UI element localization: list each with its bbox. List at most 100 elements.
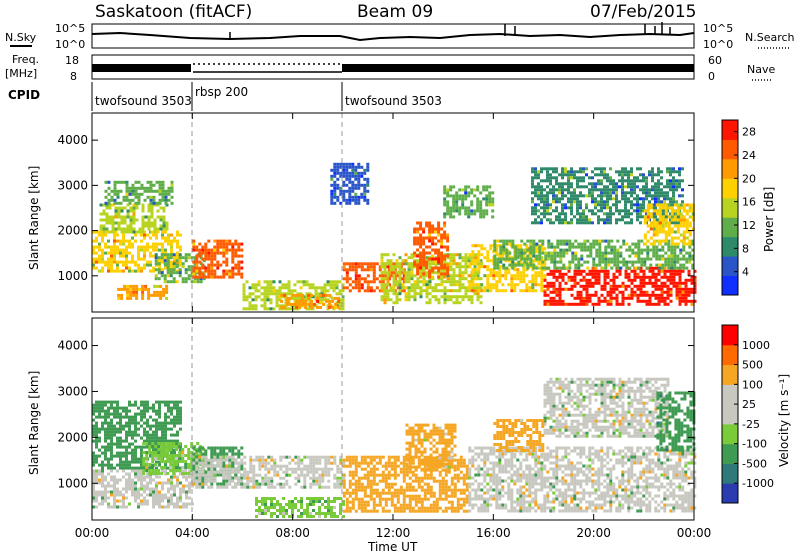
data-cell (147, 290, 151, 294)
data-cell (679, 203, 683, 207)
data-cell (402, 271, 406, 275)
data-cell (152, 505, 155, 509)
data-cell (434, 283, 438, 287)
data-cell (413, 283, 417, 287)
data-cell (558, 269, 562, 273)
data-cell (516, 271, 520, 275)
data-cell (169, 463, 173, 466)
data-cell (591, 185, 594, 189)
data-cell (195, 455, 199, 459)
data-cell (446, 269, 450, 273)
data-cell (191, 484, 194, 488)
data-cell (164, 436, 167, 440)
data-cell (143, 409, 146, 413)
data-cell (678, 194, 681, 198)
data-cell (383, 301, 387, 305)
data-cell (380, 262, 384, 266)
data-cell (167, 415, 170, 419)
data-cell (164, 195, 168, 199)
data-cell (287, 280, 291, 284)
data-cell (216, 452, 220, 456)
data-cell (155, 493, 158, 497)
data-cell (413, 289, 417, 293)
data-cell (129, 230, 133, 234)
data-cell (308, 283, 312, 287)
data-cell (461, 274, 465, 278)
data-cell (98, 490, 101, 494)
data-cell (416, 283, 420, 287)
data-cell (198, 269, 202, 273)
data-cell (150, 212, 154, 216)
data-cell (437, 298, 441, 302)
data-cell (167, 233, 170, 237)
data-cell (628, 254, 632, 258)
colorbar-frame (721, 119, 739, 296)
data-cell (582, 221, 585, 225)
data-cell (591, 191, 594, 195)
data-cell (685, 230, 689, 234)
data-cell (688, 224, 692, 228)
data-cell (116, 263, 119, 267)
data-cell (645, 194, 648, 198)
data-cell (561, 206, 564, 210)
data-cell (341, 298, 345, 302)
data-cell (163, 469, 167, 472)
data-cell (464, 256, 468, 260)
data-cell (555, 215, 558, 219)
data-cell (642, 188, 645, 192)
data-cell (691, 215, 695, 219)
data-cell (95, 239, 98, 243)
data-cell (125, 245, 128, 249)
data-cell (675, 221, 678, 225)
data-cell (137, 496, 140, 500)
data-cell (666, 275, 670, 279)
data-cell (178, 274, 182, 278)
data-cell (664, 224, 668, 228)
data-cell (114, 206, 118, 210)
data-cell (637, 248, 641, 252)
data-cell (123, 215, 127, 219)
data-cell (446, 277, 450, 281)
data-cell (576, 221, 579, 225)
data-cell (161, 505, 164, 509)
data-cell (172, 442, 176, 445)
data-cell (113, 430, 116, 434)
data-cell (104, 496, 107, 500)
data-cell (567, 170, 570, 174)
data-cell (592, 245, 596, 249)
data-cell (173, 493, 176, 497)
data-cell (636, 275, 640, 279)
data-cell (443, 292, 447, 296)
data-cell (606, 281, 610, 285)
data-cell (305, 292, 309, 296)
data-cell (597, 188, 600, 192)
data-cell (158, 186, 162, 190)
data-cell (116, 430, 119, 434)
data-cell (135, 296, 139, 300)
data-cell (419, 286, 423, 290)
data-cell (603, 188, 606, 192)
data-cell (351, 280, 355, 284)
data-cell (204, 269, 208, 273)
data-cell (621, 167, 624, 171)
data-cell (116, 427, 119, 431)
freq-panel: Freq. [MHz] 18 8 60 0 Nave (5, 53, 775, 83)
data-cell (431, 271, 435, 275)
data-cell (670, 257, 674, 261)
data-cell (649, 206, 653, 210)
data-cell (660, 200, 663, 204)
data-cell (440, 236, 444, 240)
data-cell (413, 239, 417, 243)
data-cell (287, 283, 291, 287)
data-cell (486, 274, 490, 278)
data-cell (648, 296, 652, 300)
data-cell (161, 421, 164, 425)
data-cell (440, 233, 444, 237)
data-cell (204, 248, 208, 252)
data-cell (666, 197, 669, 201)
data-cell (101, 406, 104, 410)
data-cell (580, 263, 584, 267)
data-cell (116, 439, 119, 443)
data-cell (464, 262, 468, 266)
data-cell (446, 256, 450, 260)
